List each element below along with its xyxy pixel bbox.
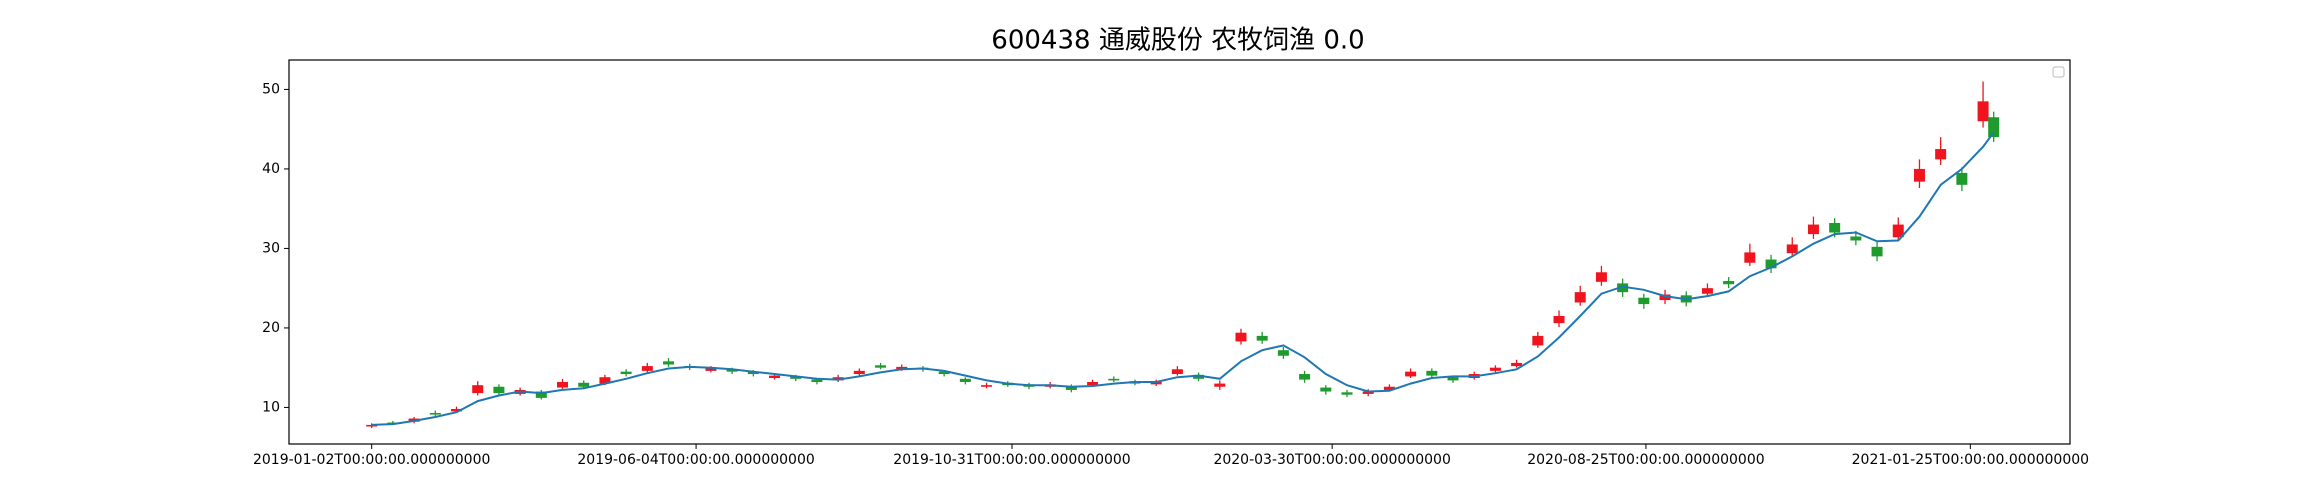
chart-title: 600438 通威股份 农牧饲渔 0.0 bbox=[991, 26, 1364, 56]
candle-body bbox=[1256, 335, 1268, 341]
candle-body bbox=[620, 371, 632, 375]
candle-body bbox=[1744, 252, 1756, 263]
candle-body bbox=[1786, 244, 1798, 254]
candle-body bbox=[1935, 149, 1947, 160]
candle-body bbox=[1405, 371, 1417, 377]
candle-body bbox=[578, 382, 590, 387]
candle-body bbox=[1383, 386, 1395, 390]
x-tick-label: 2019-06-04T00:00:00.000000000 bbox=[577, 452, 814, 468]
candle-body bbox=[1362, 391, 1374, 394]
x-tick-label: 2019-01-02T00:00:00.000000000 bbox=[253, 452, 490, 468]
candle-body bbox=[599, 377, 611, 384]
candle-body bbox=[1214, 383, 1226, 387]
candle-body bbox=[747, 371, 759, 375]
candle-body bbox=[938, 371, 950, 375]
candle-body bbox=[1087, 381, 1099, 386]
candle-body bbox=[1489, 367, 1501, 371]
candle-body bbox=[790, 376, 802, 379]
candle-body bbox=[1574, 292, 1586, 303]
candle-body bbox=[1659, 294, 1671, 301]
candle-body bbox=[959, 378, 971, 382]
candle-body bbox=[1065, 385, 1077, 390]
candle-body bbox=[769, 375, 781, 379]
candle-body bbox=[1913, 168, 1925, 182]
candle-body bbox=[1235, 332, 1247, 342]
candle-body bbox=[1320, 387, 1332, 392]
y-tick-label: 10 bbox=[262, 399, 280, 415]
candle-body bbox=[663, 361, 675, 365]
candle-body bbox=[429, 412, 441, 415]
candle-body bbox=[366, 424, 378, 427]
candle-body bbox=[1892, 224, 1904, 238]
candle-body bbox=[1617, 283, 1629, 293]
candle-body bbox=[450, 409, 462, 412]
candle-body bbox=[1871, 246, 1883, 257]
candle-body bbox=[1193, 374, 1205, 379]
candle-body bbox=[1956, 172, 1968, 185]
moving-average-line bbox=[371, 131, 1995, 426]
candle-body bbox=[1988, 117, 2000, 138]
candle-body bbox=[557, 381, 569, 388]
candle-body bbox=[1701, 288, 1713, 294]
candle-body bbox=[1341, 392, 1353, 395]
candle-body bbox=[1977, 101, 1989, 122]
candle-body bbox=[1638, 297, 1650, 305]
candle-body bbox=[1807, 224, 1819, 235]
candle-body bbox=[1850, 236, 1862, 241]
candle-body bbox=[1595, 272, 1607, 282]
y-tick-label: 40 bbox=[262, 161, 280, 177]
y-tick-label: 20 bbox=[262, 320, 280, 336]
candle-body bbox=[896, 366, 908, 370]
candle-body bbox=[1150, 381, 1162, 385]
y-tick-label: 30 bbox=[262, 240, 280, 256]
candle-body bbox=[493, 386, 505, 394]
candle-body bbox=[1553, 316, 1565, 324]
candle-body bbox=[811, 379, 823, 382]
candle-body bbox=[1426, 370, 1438, 376]
candle-body bbox=[1277, 350, 1289, 356]
y-tick-label: 50 bbox=[262, 81, 280, 97]
x-tick-label: 2020-08-25T00:00:00.000000000 bbox=[1527, 452, 1764, 468]
candle-body bbox=[641, 366, 653, 371]
candle-body bbox=[1511, 362, 1523, 367]
plot-frame bbox=[288, 59, 2071, 445]
candle-body bbox=[705, 368, 717, 371]
candle-body bbox=[1829, 222, 1841, 233]
candle-body bbox=[1532, 335, 1544, 346]
candle-body bbox=[853, 370, 865, 375]
candle-body bbox=[1108, 378, 1120, 381]
candle-body bbox=[981, 385, 993, 387]
candle-body bbox=[387, 422, 399, 424]
candle-body bbox=[1723, 281, 1735, 285]
x-tick-label: 2019-10-31T00:00:00.000000000 bbox=[893, 452, 1130, 468]
candle-body bbox=[1765, 259, 1777, 269]
candle-body bbox=[1447, 377, 1459, 381]
candle-body bbox=[875, 365, 887, 368]
candle-body bbox=[535, 391, 547, 398]
candle-body bbox=[1171, 369, 1183, 375]
legend-box bbox=[2052, 66, 2065, 78]
x-tick-label: 2021-01-25T00:00:00.000000000 bbox=[1852, 452, 2089, 468]
x-tick-label: 2020-03-30T00:00:00.000000000 bbox=[1213, 452, 1450, 468]
candle-body bbox=[472, 385, 484, 394]
candle-body bbox=[1299, 374, 1311, 380]
candle-body bbox=[726, 369, 738, 372]
